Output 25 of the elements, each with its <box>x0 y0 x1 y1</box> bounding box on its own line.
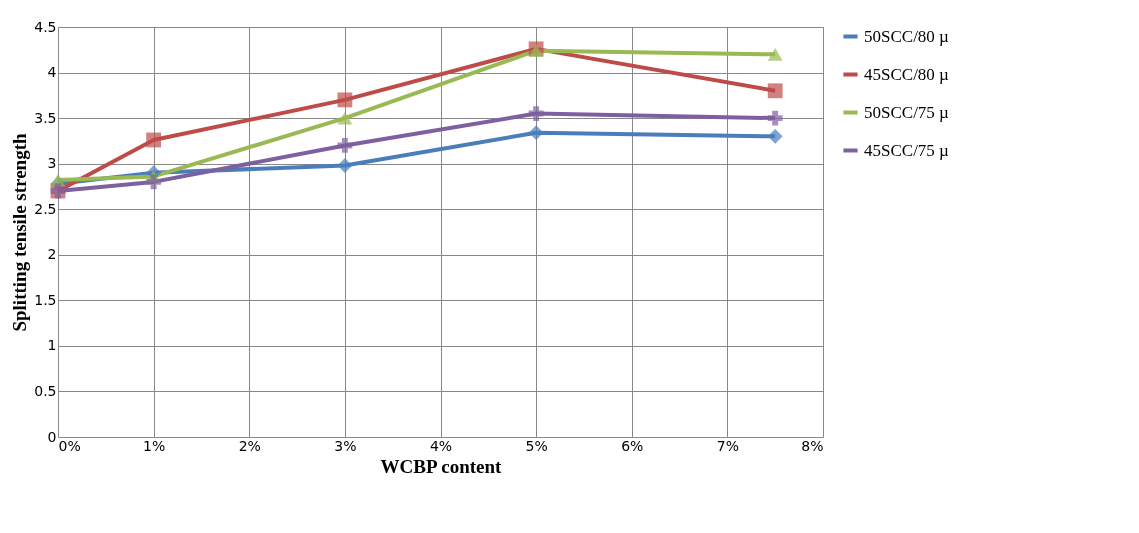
x-tick-label: 0% <box>58 437 81 454</box>
y-tick-label: 3 <box>47 155 57 172</box>
y-tick-label: 1.5 <box>34 291 57 308</box>
x-tick-label: 2% <box>238 437 261 454</box>
y-tick-label: 2 <box>47 246 57 263</box>
x-tick-label: 7% <box>716 437 739 454</box>
y-tick-label: 0.5 <box>34 382 57 399</box>
x-tick-label: 4% <box>429 437 453 454</box>
y-tick-label: 0 <box>47 428 57 445</box>
x-tick-label: 1% <box>143 437 166 454</box>
y-tick-label: 4.5 <box>34 18 57 35</box>
x-tick-label: 8% <box>801 437 824 454</box>
legend-label: 50SCC/75 µ <box>864 102 950 122</box>
legend-label: 45SCC/75 µ <box>864 140 950 160</box>
y-tick-label: 2.5 <box>34 200 57 217</box>
y-tick-label: 3.5 <box>34 109 57 126</box>
legend-label: 45SCC/80 µ <box>864 64 950 84</box>
legend-label: 50SCC/80 µ <box>864 26 950 46</box>
x-tick-label: 5% <box>525 437 548 454</box>
y-axis-title: Splitting tensile strength <box>9 133 31 332</box>
x-tick-label: 6% <box>621 437 644 454</box>
y-tick-label: 4 <box>47 64 57 81</box>
y-tick-label: 1 <box>47 337 57 354</box>
x-tick-label: 3% <box>334 437 357 454</box>
x-axis-title: WCBP content <box>380 455 503 477</box>
